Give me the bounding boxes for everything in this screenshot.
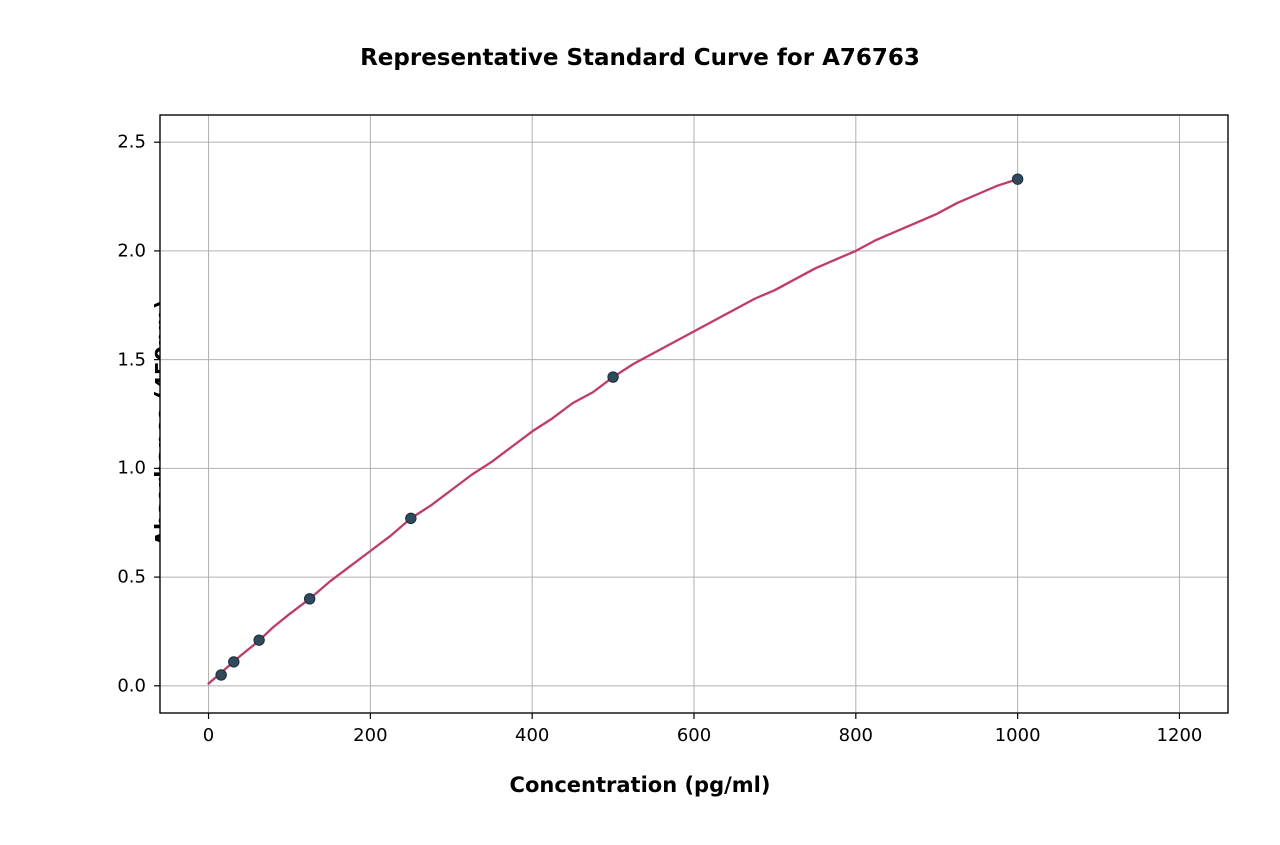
y-tick-label: 1.0 [117,458,146,479]
x-tick-label: 800 [839,725,873,746]
x-tick-label: 200 [353,725,387,746]
y-tick-label: 2.5 [117,132,146,153]
x-tick-label: 1000 [995,725,1041,746]
y-tick-label: 1.5 [117,349,146,370]
y-tick-label: 0.0 [117,675,146,696]
x-tick-label: 400 [515,725,549,746]
x-tick-label: 600 [677,725,711,746]
x-tick-label: 0 [203,725,214,746]
y-tick-label: 0.5 [117,567,146,588]
plot-svg [0,0,1280,845]
chart-container: Representative Standard Curve for A76763… [0,0,1280,845]
x-tick-label: 1200 [1157,725,1203,746]
y-tick-label: 2.0 [117,240,146,261]
